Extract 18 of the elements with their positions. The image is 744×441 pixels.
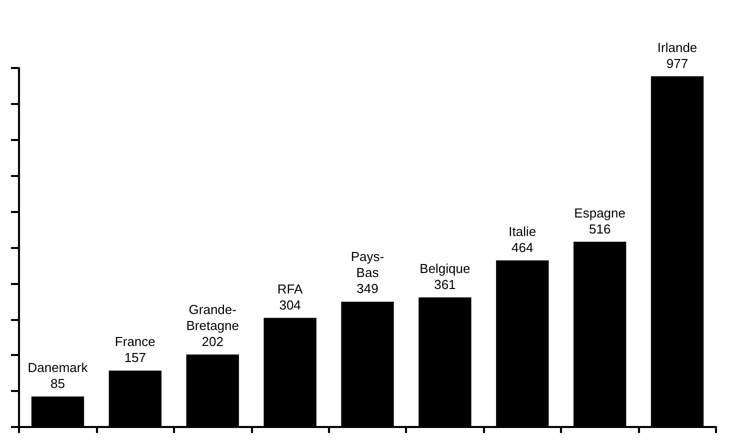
x-tick-label: RFA bbox=[277, 281, 304, 296]
x-tick-label: Irlande bbox=[657, 40, 698, 55]
x-tick-label: France bbox=[114, 334, 156, 350]
data-label: 516 bbox=[588, 221, 611, 236]
data-label: 202 bbox=[202, 334, 224, 349]
x-tick-label: Espagne bbox=[574, 205, 626, 220]
data-label: 464 bbox=[512, 240, 534, 255]
x-tick-label: Pays-Bas bbox=[350, 249, 384, 280]
x-tick-label: Belgique bbox=[420, 260, 470, 276]
data-label: 85 bbox=[50, 376, 65, 391]
x-tick-label: Grande-Bretagne bbox=[186, 302, 239, 333]
data-label: 977 bbox=[666, 56, 688, 71]
data-label: 304 bbox=[279, 297, 301, 312]
x-tick-label: Danemark bbox=[28, 360, 88, 375]
data-label: 157 bbox=[124, 350, 146, 366]
data-label: 349 bbox=[356, 281, 378, 296]
x-tick-label: Italie bbox=[508, 224, 536, 239]
data-label: 361 bbox=[434, 276, 456, 292]
